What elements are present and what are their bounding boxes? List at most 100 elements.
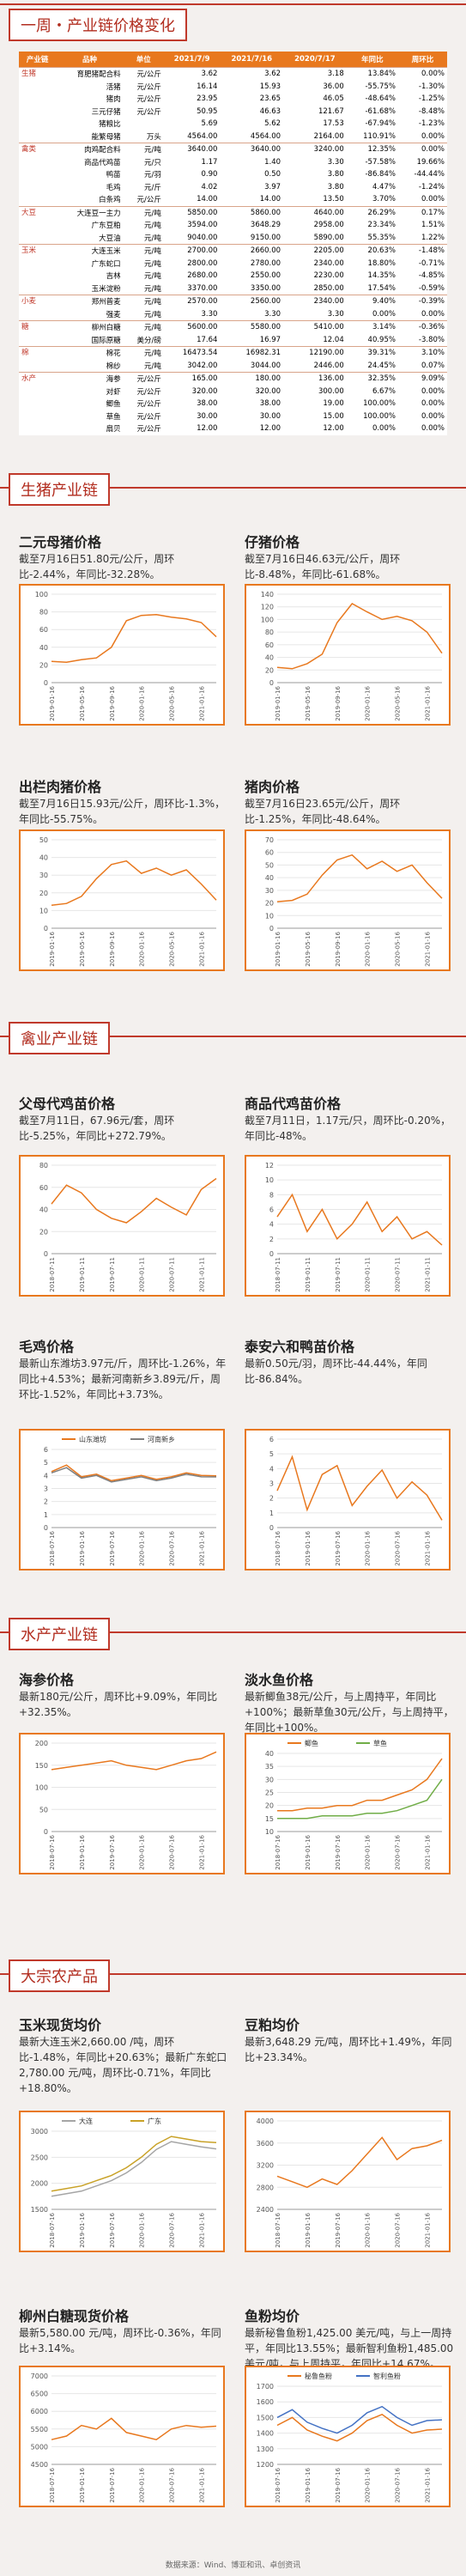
y-tick-label: 5 bbox=[44, 1459, 48, 1467]
chart-text: 截至7月11日，67.96元/套，周环比-5.25%，年同比+272.79%。 bbox=[19, 1115, 175, 1142]
chart-title: 淡水鱼价格 bbox=[245, 1672, 314, 1688]
table-cell: 0.00% bbox=[421, 195, 445, 204]
table-row: 禽类 肉鸡配合料 元/吨 3640.00 3640.00 3240.00 12.35% 0.0… bbox=[19, 143, 447, 206]
x-tick-label: 2018-07-16 bbox=[49, 2467, 56, 2502]
table-cell: -44.44% bbox=[414, 170, 445, 179]
y-tick-label: 30 bbox=[265, 1776, 274, 1783]
x-tick-label: 2020-01-16 bbox=[365, 1530, 372, 1565]
table-cell: 0.00% bbox=[421, 131, 445, 141]
chart-title: 豆粕均价 bbox=[245, 2017, 300, 2033]
table-cell: -4.85% bbox=[418, 271, 445, 281]
table-cell: 元/吨 bbox=[123, 295, 164, 308]
y-tick-label: 6000 bbox=[31, 2408, 48, 2415]
x-tick-label: 2019-09-16 bbox=[335, 685, 342, 720]
x-tick-label: 2019-01-16 bbox=[305, 2212, 312, 2247]
table-cell: 16.97 bbox=[259, 335, 281, 344]
chart-title: 玉米现货均价 bbox=[19, 2017, 102, 2033]
table-cell: 14.00 bbox=[259, 195, 281, 204]
y-tick-label: 8 bbox=[269, 1191, 274, 1199]
x-tick-label: 2019-05-16 bbox=[305, 685, 312, 720]
x-tick-label: 2019-01-16 bbox=[275, 685, 281, 720]
table-cell: 鸭苗 bbox=[106, 171, 121, 180]
y-tick-label: 3200 bbox=[257, 2162, 274, 2170]
chart-title: 柳州白糖现货价格 bbox=[19, 2308, 130, 2324]
table-cell: -1.30% bbox=[418, 82, 445, 91]
legend-label: 大连 bbox=[79, 2117, 93, 2125]
x-tick-label: 2019-01-16 bbox=[305, 2467, 312, 2502]
y-tick-label: 40 bbox=[39, 1206, 48, 1214]
chart: 1500 2000 2500 3000 2018-07-16 2019-01-16 2019… bbox=[19, 2111, 225, 2252]
table-cell: 鲫鱼 bbox=[106, 400, 121, 410]
table-row: 猪肉 元/公斤 23.95 23.65 46.05 -48.64% -1.25% bbox=[19, 93, 447, 106]
line bbox=[276, 1455, 443, 1521]
y-tick-label: 60 bbox=[39, 626, 48, 634]
table-cell: 0.00% bbox=[421, 386, 445, 396]
y-tick-label: 1 bbox=[269, 1510, 274, 1517]
y-tick-label: 10 bbox=[265, 912, 274, 920]
table-cell: 4564.00 bbox=[250, 131, 281, 141]
table-cell: 元/羽 bbox=[144, 171, 161, 180]
table-cell: 元/吨 bbox=[144, 259, 161, 269]
y-tick-label: 12 bbox=[265, 1162, 274, 1170]
x-tick-label: 2020-01-16 bbox=[365, 931, 372, 966]
x-tick-label: 2019-01-16 bbox=[79, 1530, 86, 1565]
section-rule bbox=[0, 1973, 466, 1975]
chain-cell: 大豆 bbox=[19, 205, 57, 245]
y-tick-label: 15 bbox=[265, 1815, 274, 1823]
table-cell: 海参 bbox=[56, 372, 124, 386]
table-cell: 3.30 bbox=[327, 309, 344, 319]
y-tick-label: 0 bbox=[269, 1250, 274, 1258]
section-rule bbox=[0, 487, 466, 489]
table-row: 大豆油 元/吨 9040.00 9150.00 5890.00 55.35% 1.22% bbox=[19, 232, 447, 245]
table-cell: 320.00 bbox=[191, 386, 218, 396]
y-tick-label: 2500 bbox=[31, 2154, 48, 2161]
table-cell: 3044.00 bbox=[250, 361, 281, 370]
chart-text: 截至7月16日23.65元/公斤，周环比-1.25%，年同比-48.64%。 bbox=[245, 798, 401, 825]
table-cell: 0.00% bbox=[421, 309, 445, 319]
table-cell: 元/吨 bbox=[123, 320, 164, 334]
x-tick-label: 2020-07-16 bbox=[395, 2212, 402, 2247]
x-tick-label: 2019-05-16 bbox=[305, 931, 312, 966]
column-header: 单位 bbox=[123, 52, 164, 68]
table-cell: 14.35% bbox=[367, 271, 396, 281]
table-cell: 郑州普麦 bbox=[56, 295, 124, 308]
table-cell: 对虾 bbox=[106, 387, 121, 397]
chart: 0 20 40 60 80 100 2019-01-16 2019-05-16 2019-09-… bbox=[19, 584, 225, 726]
y-tick-label: 4 bbox=[44, 1472, 48, 1479]
table-cell: 5600.00 bbox=[163, 320, 221, 334]
table-cell: 15.93 bbox=[259, 82, 281, 91]
table-cell: 元/吨 bbox=[144, 361, 161, 371]
y-tick-label: 150 bbox=[35, 1762, 48, 1770]
table-cell: -86.84% bbox=[365, 170, 396, 179]
table-cell: 广东蛇口 bbox=[91, 259, 121, 269]
table-cell: 38.00 bbox=[259, 399, 281, 409]
table-cell: 2230.00 bbox=[313, 271, 344, 281]
header-row: 产业链 品种 单位 2021/7/9 2021/7/16 2020/7/17 年同比 周环比 bbox=[19, 52, 447, 68]
table-cell: 5.69 bbox=[201, 119, 218, 129]
table-cell: 元/公斤 bbox=[136, 425, 161, 434]
table-cell: 元/吨 bbox=[123, 244, 164, 258]
table-cell: 13.50 bbox=[323, 195, 344, 204]
table-cell: 0.00% bbox=[397, 67, 447, 81]
table-cell: 38.00 bbox=[197, 399, 218, 409]
chart-text: 最新山东潍坊3.97元/斤，周环比-1.26%，年同比+4.53%；最新河南新乡… bbox=[19, 1358, 227, 1400]
x-tick-label: 2021-01-16 bbox=[425, 2467, 432, 2502]
table-cell: 12.04 bbox=[323, 335, 344, 344]
table-row: 吉林 元/吨 2680.00 2550.00 2230.00 14.35% -4.85% bbox=[19, 270, 447, 283]
table-cell: 2340.00 bbox=[313, 258, 344, 268]
chart-text: 最新大连玉米2,660.00 /吨，周环比-1.48%，年同比+20.63%；最… bbox=[19, 2036, 227, 2094]
x-tick-label: 2019-01-11 bbox=[305, 1257, 312, 1292]
chart: 10 15 20 25 30 35 40 2018-07-16 2019-01-16 2019-0… bbox=[245, 1733, 451, 1874]
table-cell: 吉林 bbox=[106, 272, 121, 282]
table-row: 广东蛇口 元/吨 2800.00 2780.00 2340.00 18.80% -0.71% bbox=[19, 258, 447, 270]
table-cell: 3.80 bbox=[327, 170, 344, 179]
table-cell: 0.00% bbox=[421, 399, 445, 409]
table-cell: 3.30 bbox=[264, 309, 281, 319]
chart-title: 鱼粉均价 bbox=[245, 2308, 300, 2324]
table-cell: 4.47% bbox=[372, 182, 396, 191]
table-cell: 12190.00 bbox=[283, 346, 347, 360]
x-tick-label: 2020-01-11 bbox=[139, 1257, 146, 1292]
y-tick-label: 6 bbox=[44, 1446, 48, 1454]
chain-cell: 棉 bbox=[19, 346, 57, 373]
